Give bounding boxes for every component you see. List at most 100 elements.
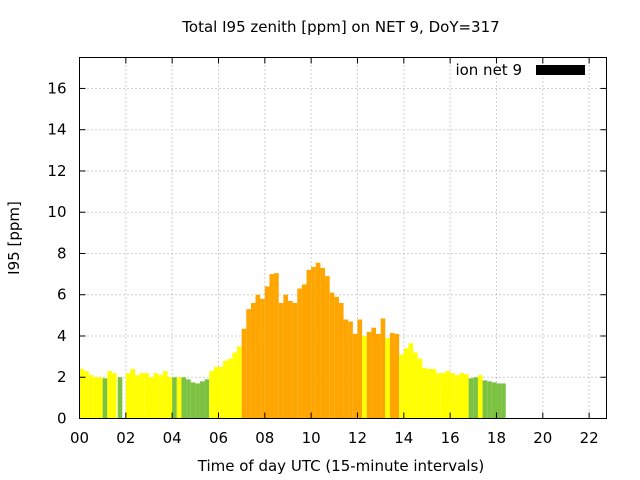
bar bbox=[343, 319, 349, 419]
bar bbox=[181, 377, 187, 419]
bar bbox=[223, 360, 228, 419]
bar bbox=[491, 382, 497, 419]
bar bbox=[102, 378, 108, 419]
x-tick-label: 04 bbox=[163, 429, 182, 447]
bar bbox=[301, 284, 307, 419]
y-tick-label: 8 bbox=[57, 244, 67, 262]
x-axis-title: Time of day UTC (15-minute intervals) bbox=[197, 457, 484, 475]
bar bbox=[362, 335, 367, 419]
bar bbox=[144, 373, 149, 419]
bar bbox=[246, 309, 251, 419]
bar bbox=[477, 375, 483, 419]
bar bbox=[255, 294, 261, 419]
bar bbox=[107, 371, 112, 419]
bar bbox=[88, 375, 94, 419]
x-tick-label: 20 bbox=[533, 429, 552, 447]
bar bbox=[98, 377, 103, 419]
bar bbox=[287, 300, 293, 419]
bar bbox=[325, 276, 330, 419]
bar bbox=[376, 333, 381, 419]
bar bbox=[306, 269, 312, 419]
bar bbox=[278, 302, 284, 419]
x-tick-label: 14 bbox=[394, 429, 413, 447]
bar bbox=[111, 373, 117, 419]
bar bbox=[195, 383, 200, 419]
bar bbox=[468, 378, 474, 419]
bar bbox=[158, 375, 163, 419]
bar bbox=[269, 274, 275, 419]
bar bbox=[357, 319, 363, 419]
bar bbox=[408, 343, 414, 419]
bar bbox=[148, 377, 154, 419]
bar bbox=[199, 381, 205, 419]
bar bbox=[218, 366, 224, 419]
bar bbox=[176, 377, 182, 419]
y-tick-label: 16 bbox=[47, 79, 66, 97]
bar bbox=[440, 373, 446, 419]
grid bbox=[79, 57, 607, 419]
bar bbox=[250, 302, 256, 419]
bar bbox=[297, 288, 302, 419]
bar bbox=[348, 321, 353, 419]
bar bbox=[209, 371, 214, 419]
bar bbox=[422, 367, 427, 419]
bar bbox=[315, 262, 321, 419]
bar bbox=[84, 371, 89, 419]
y-axis-title: I95 [ppm] bbox=[5, 201, 23, 275]
bar bbox=[436, 373, 441, 419]
bar bbox=[162, 371, 168, 419]
bar bbox=[389, 332, 395, 419]
chart-title: Total I95 zenith [ppm] on NET 9, DoY=317 bbox=[181, 18, 499, 36]
y-tick-label: 0 bbox=[57, 410, 67, 428]
y-tick-label: 2 bbox=[57, 368, 67, 386]
bar bbox=[93, 377, 99, 419]
plot-frame bbox=[79, 57, 607, 419]
bar bbox=[79, 368, 85, 419]
bar bbox=[366, 331, 372, 419]
bar bbox=[403, 348, 409, 419]
legend: ion net 9 bbox=[455, 61, 585, 79]
y-tick-label: 10 bbox=[47, 203, 66, 221]
bar bbox=[227, 358, 233, 419]
legend-swatch bbox=[536, 65, 585, 75]
bar bbox=[464, 374, 469, 419]
x-tick-label: 06 bbox=[209, 429, 228, 447]
bar bbox=[190, 382, 196, 419]
bar bbox=[204, 379, 210, 419]
y-tick-label: 4 bbox=[57, 327, 67, 345]
x-tick-label: 12 bbox=[348, 429, 367, 447]
bar bbox=[139, 373, 145, 419]
bar bbox=[320, 267, 326, 419]
y-tick-label: 6 bbox=[57, 286, 67, 304]
bar bbox=[431, 368, 437, 419]
bar bbox=[125, 373, 131, 419]
bar bbox=[213, 366, 219, 419]
bar bbox=[311, 266, 316, 419]
bar bbox=[334, 296, 339, 419]
bar bbox=[167, 377, 173, 419]
bar bbox=[329, 292, 335, 419]
bar bbox=[241, 328, 247, 419]
legend-label: ion net 9 bbox=[455, 61, 522, 79]
bar bbox=[399, 354, 404, 419]
bar bbox=[501, 383, 506, 419]
bar bbox=[260, 298, 265, 419]
bar bbox=[487, 381, 492, 419]
x-tick-label: 10 bbox=[302, 429, 321, 447]
bar bbox=[135, 375, 140, 419]
bar bbox=[237, 346, 242, 419]
bar bbox=[371, 327, 377, 419]
bar bbox=[338, 302, 344, 419]
bars bbox=[79, 262, 506, 419]
bar bbox=[496, 383, 502, 419]
bar bbox=[232, 352, 238, 419]
x-tick-label: 16 bbox=[441, 429, 460, 447]
bar bbox=[130, 368, 136, 419]
x-tick-label: 22 bbox=[580, 429, 599, 447]
bar bbox=[459, 373, 465, 419]
bar bbox=[454, 375, 460, 419]
bar bbox=[117, 377, 123, 419]
bar bbox=[292, 302, 298, 419]
x-tick-label: 18 bbox=[487, 429, 506, 447]
